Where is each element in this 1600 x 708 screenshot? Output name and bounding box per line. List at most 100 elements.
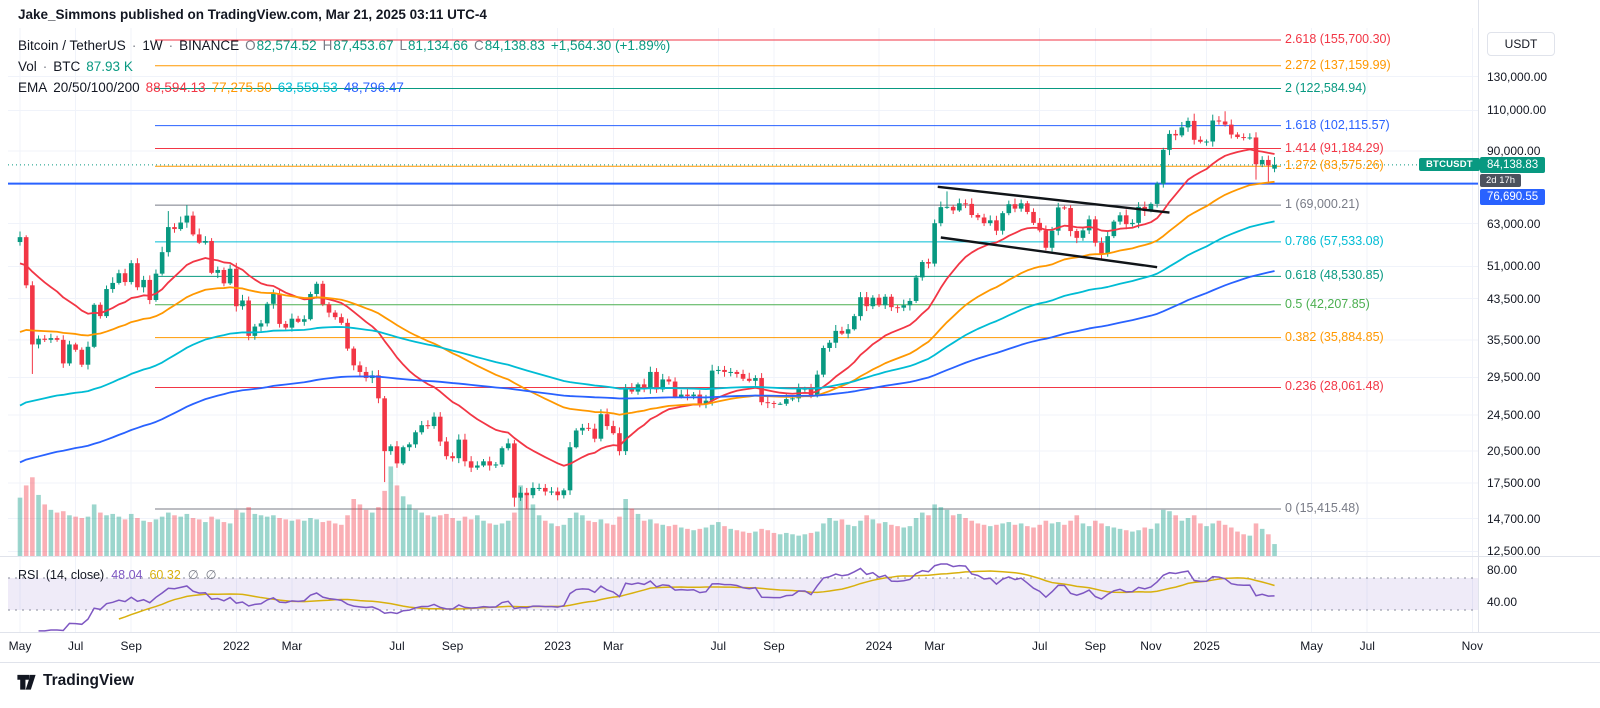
candle-body: [30, 285, 35, 345]
candle-body: [549, 491, 554, 493]
chart-legend: Bitcoin / TetherUS · 1W · BINANCE O 82,57…: [18, 37, 670, 100]
candle-body: [530, 487, 536, 496]
volume-bar: [363, 509, 369, 556]
volume-bar: [876, 523, 882, 556]
trend-line[interactable]: [940, 236, 1158, 269]
volume-bar: [1253, 523, 1259, 556]
volume-bar: [227, 523, 233, 556]
candle-body: [963, 203, 968, 205]
candle-body: [1154, 183, 1160, 204]
candle-body: [567, 447, 573, 491]
volume-bar: [623, 499, 628, 556]
candle-body: [110, 282, 115, 290]
footer: TradingView: [0, 663, 1600, 708]
volume-bar: [666, 526, 672, 556]
time-axis-label: 2025: [1193, 639, 1220, 653]
candle-body: [499, 448, 505, 465]
volume-bar: [1043, 520, 1049, 556]
candle-body: [1080, 230, 1086, 238]
candle-body: [1161, 149, 1166, 184]
price-change: +1,564.30 (+1.89%): [550, 37, 671, 53]
separator-dot: ·: [168, 37, 174, 53]
trend-line[interactable]: [937, 185, 1170, 214]
volume-bar: [468, 519, 474, 556]
candle-body: [629, 387, 635, 392]
volume-bar: [135, 518, 140, 556]
volume-bar: [573, 512, 579, 556]
candle-body: [814, 374, 820, 397]
candle-body: [543, 487, 548, 492]
rsi-pane[interactable]: [38, 563, 1275, 632]
candle-body: [419, 425, 424, 433]
volume-bar: [654, 523, 659, 556]
candle-body: [215, 269, 221, 273]
rsi-ma-line: [118, 570, 1275, 620]
candle-body: [759, 378, 764, 403]
volume-bar: [1228, 527, 1234, 556]
candle-body: [580, 427, 585, 431]
candle-body: [85, 346, 91, 365]
main-price-pane[interactable]: [17, 111, 1277, 556]
volume-bar: [1259, 528, 1265, 556]
volume-label: Vol: [18, 58, 37, 74]
volume-bar: [512, 512, 517, 556]
volume-indicator-row[interactable]: Vol · BTC 87.93 K: [18, 58, 670, 74]
ema20-value: 88,594.13: [145, 79, 206, 95]
time-axis-label: Jul: [1032, 639, 1048, 653]
candle-body: [394, 446, 400, 464]
candle-body: [1049, 230, 1055, 248]
candle-body: [17, 237, 23, 243]
volume-bar: [580, 515, 585, 556]
volume-bar: [172, 515, 177, 556]
candle-body: [104, 289, 109, 317]
ohlc-low: L 81,134.66: [399, 37, 469, 53]
candle-body: [765, 402, 771, 404]
candle-body: [159, 252, 165, 274]
volume-bar: [184, 513, 190, 556]
ema-indicator-row[interactable]: EMA 20/50/100/200 88,594.13 77,275.50 63…: [18, 79, 670, 95]
ohlc-open: O 82,574.52: [245, 37, 317, 53]
volume-bar: [369, 512, 375, 556]
candle-body: [913, 277, 919, 301]
time-axis[interactable]: May Jul Sep 2022 Mar Jul Sep 2023 Mar Jul Sep 2024 M…: [0, 632, 1600, 660]
candle-body: [308, 294, 313, 320]
candle-body: [901, 305, 907, 308]
volume-bar: [1049, 523, 1055, 556]
candle-body: [1241, 137, 1246, 139]
volume-bar: [586, 520, 591, 556]
volume-bar: [598, 519, 604, 556]
volume-bar: [301, 520, 307, 556]
candle-body: [91, 304, 97, 347]
rsi-empty-slot: ∅: [205, 568, 217, 582]
candle-body: [536, 487, 542, 489]
candle-body: [981, 217, 987, 224]
candle-body: [598, 414, 604, 439]
volume-bar: [963, 518, 968, 556]
volume-bar: [450, 518, 455, 556]
volume-bar: [357, 504, 363, 556]
attribution-text: Jake_Simmons published on TradingView.co…: [18, 7, 487, 22]
candle-body: [870, 297, 876, 307]
volume-bar: [178, 516, 183, 556]
candle-body: [1210, 120, 1216, 142]
volume-bar: [351, 499, 357, 556]
volume-bar: [1266, 534, 1271, 556]
rsi-empty-slot: ∅: [187, 568, 199, 582]
volume-bar: [437, 515, 443, 556]
volume-bar: [60, 511, 66, 556]
candle-body: [382, 398, 387, 452]
tradingview-logo-link[interactable]: TradingView: [16, 670, 134, 691]
time-axis-label: Jul: [710, 639, 726, 653]
volume-bar: [1006, 522, 1012, 556]
hline-price-badge: 76,690.55: [1480, 189, 1546, 205]
volume-bar: [1025, 526, 1030, 556]
volume-bar: [36, 494, 41, 556]
symbol-info-row[interactable]: Bitcoin / TetherUS · 1W · BINANCE O 82,57…: [18, 37, 670, 53]
candle-body: [295, 318, 301, 322]
candle-body: [617, 433, 622, 452]
time-axis-label: Sep: [763, 639, 785, 653]
volume-bar: [753, 531, 758, 556]
rsi-indicator-row[interactable]: RSI (14, close) 48.04 60.32 ∅ ∅: [18, 567, 217, 583]
volume-bar: [234, 509, 239, 556]
